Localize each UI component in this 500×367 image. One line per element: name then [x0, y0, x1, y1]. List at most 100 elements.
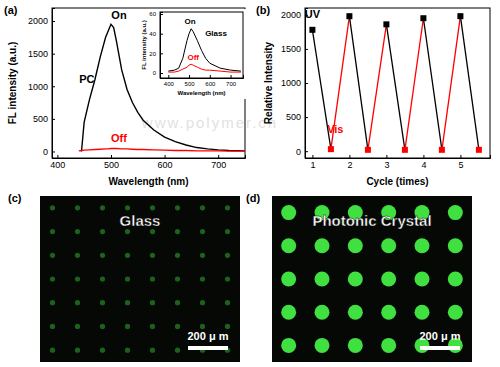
image-title: Glass	[120, 212, 161, 229]
panel-label: (a)	[4, 4, 18, 16]
annotation: Vis	[327, 123, 343, 135]
tick: 40	[149, 31, 163, 37]
y-axis-title: Relative Intensity	[263, 41, 274, 124]
dot	[225, 253, 230, 258]
tick-label: 0	[153, 70, 157, 76]
tick-mark	[165, 155, 166, 158]
dot	[381, 305, 396, 320]
tick-mark	[305, 83, 308, 84]
tick-label: 600	[158, 160, 173, 170]
tick: 600	[205, 75, 216, 87]
tick: 500	[185, 75, 196, 87]
marker	[365, 147, 371, 153]
dot	[381, 338, 396, 353]
line-segment	[423, 18, 442, 150]
dot	[150, 348, 155, 353]
dot	[200, 205, 205, 210]
tick: 5	[458, 155, 463, 170]
scale-bar-label: 200 μ m	[420, 330, 461, 342]
dot	[125, 229, 130, 234]
dot	[100, 205, 105, 210]
tick-label: 2000	[28, 16, 48, 26]
annotation: UV	[305, 8, 321, 20]
tick-label: 20	[149, 51, 156, 57]
tick-label: 60	[149, 11, 156, 17]
tick-mark	[305, 151, 308, 152]
dot	[125, 253, 130, 258]
dot	[50, 348, 55, 353]
tick-label: 500	[185, 81, 196, 87]
dot	[50, 229, 55, 234]
chart: 4005006007000500100015002000Wavelength (…	[4, 4, 246, 187]
y-axis: 0 500 1000 1500 2000	[281, 9, 308, 159]
annotation: Glass	[205, 29, 227, 38]
tick-mark	[52, 151, 55, 152]
axis-line	[53, 9, 56, 159]
dot	[281, 205, 296, 220]
dot	[315, 305, 330, 320]
axis-line	[161, 13, 164, 79]
tick-label: 1	[310, 160, 315, 170]
tick-label: 1000	[28, 82, 48, 92]
dot	[50, 300, 55, 305]
tick-label: 2000	[281, 10, 301, 20]
plot-frame	[160, 12, 243, 78]
x-axis-title: Cycle (times)	[366, 176, 428, 187]
tick-mark	[160, 14, 163, 15]
image-title: Photonic Crystal	[312, 212, 431, 229]
tick-label: 500	[286, 112, 301, 122]
marker	[439, 147, 445, 153]
tick: 1000	[28, 82, 55, 92]
marker	[328, 146, 334, 152]
dot	[75, 276, 80, 281]
dot	[125, 324, 130, 329]
tick-label: 400	[164, 81, 175, 87]
tick: 0	[43, 147, 55, 157]
tick: 1500	[281, 44, 308, 54]
dot	[348, 238, 363, 253]
dot	[315, 238, 330, 253]
tick-mark	[52, 119, 55, 120]
scale-bar	[188, 346, 228, 350]
dot	[175, 276, 180, 281]
image-background	[272, 196, 472, 362]
tick-mark	[312, 155, 313, 158]
tick: 500	[286, 112, 308, 122]
dot	[50, 276, 55, 281]
dot	[225, 276, 230, 281]
tick-mark	[160, 53, 163, 54]
dot	[281, 238, 296, 253]
marker	[420, 15, 426, 21]
dot	[225, 229, 230, 234]
dot	[50, 205, 55, 210]
tick: 20	[149, 51, 163, 57]
dot	[175, 300, 180, 305]
plot-frame	[305, 8, 490, 158]
tick-label: 1000	[281, 78, 301, 88]
dot	[381, 272, 396, 287]
dot	[100, 300, 105, 305]
micrograph: Photonic Crystal 200 μ m	[272, 196, 472, 362]
annotation: Off	[111, 132, 127, 144]
tick-label: 0	[296, 147, 301, 157]
scale-bar	[420, 346, 460, 350]
dot	[75, 229, 80, 234]
marker	[402, 147, 408, 153]
annotation: PC	[79, 73, 94, 85]
dot	[50, 324, 55, 329]
dot	[150, 300, 155, 305]
dot	[348, 305, 363, 320]
tick-label: 700	[211, 160, 226, 170]
dot	[448, 305, 463, 320]
x-axis: 400500600700	[50, 155, 245, 170]
tick: 0	[153, 70, 163, 76]
dot	[225, 324, 230, 329]
y-axis-title: FL intensity (a.u.)	[141, 20, 147, 70]
tick: 1000	[281, 78, 308, 88]
tick: 2	[347, 155, 352, 170]
marker	[476, 147, 482, 153]
watermark: www.polymer.cn	[141, 114, 278, 131]
panel-label: (d)	[246, 192, 260, 204]
dot	[75, 324, 80, 329]
dot	[225, 205, 230, 210]
